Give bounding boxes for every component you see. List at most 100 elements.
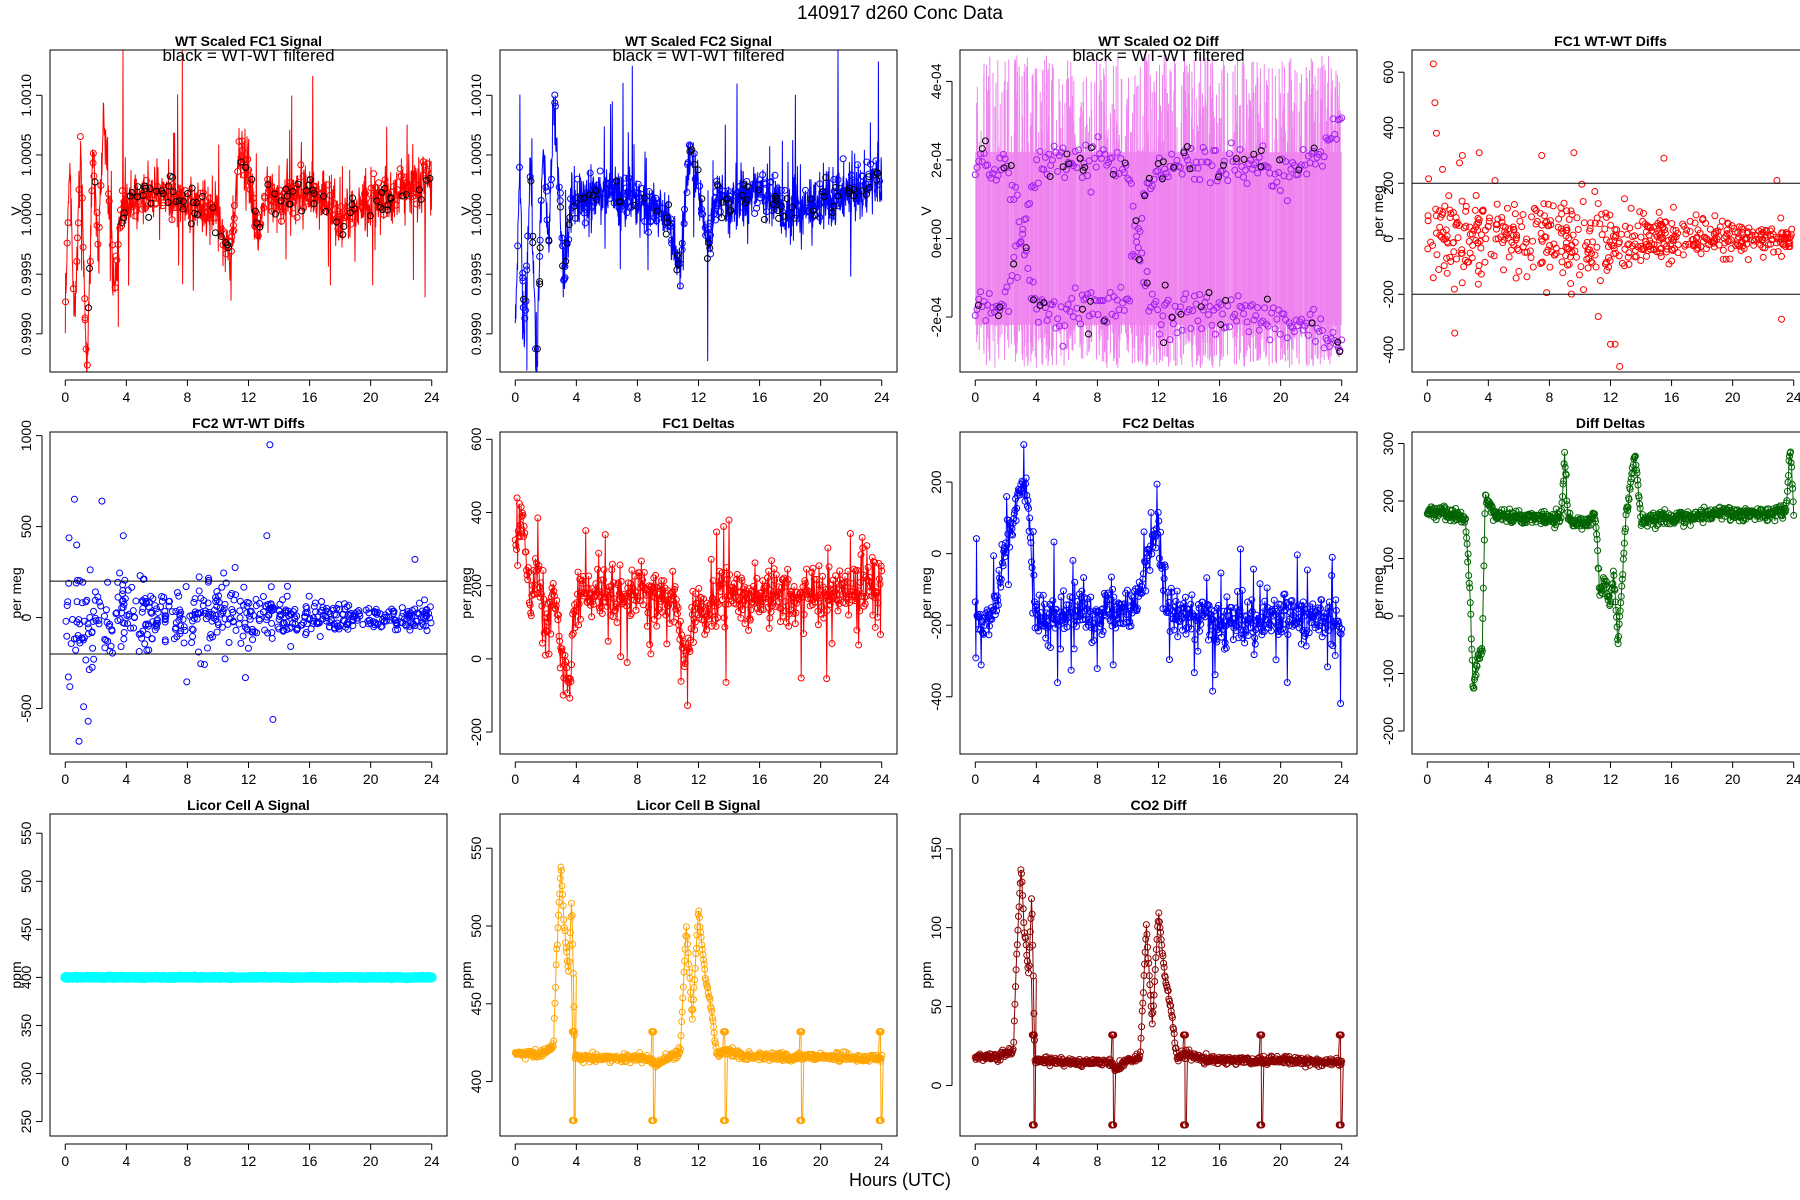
diff-point: [293, 626, 301, 634]
lower-point: [1022, 215, 1030, 223]
filtered-point: [1109, 170, 1117, 178]
diff-point: [1778, 252, 1786, 260]
diff-point: [422, 607, 430, 615]
upper-point: [1264, 163, 1272, 171]
upper-point: [1247, 156, 1255, 164]
outlier-point: [1660, 154, 1668, 162]
series-point: [994, 601, 1002, 609]
diff-point: [1672, 233, 1680, 241]
diff-point: [1460, 263, 1468, 271]
filtered-point: [1159, 158, 1167, 166]
series-point: [1248, 596, 1256, 604]
upper-point: [1064, 301, 1072, 309]
outlier-point: [1570, 149, 1578, 157]
lower-point: [1325, 343, 1333, 351]
diff-point: [1724, 220, 1732, 228]
signal-point: [358, 202, 366, 210]
panel-title: FC1 WT-WT Diffs: [1554, 33, 1667, 49]
diff-point: [427, 619, 435, 627]
filtered-point: [169, 188, 177, 196]
series-point: [1063, 623, 1071, 631]
upper-point: [1115, 306, 1123, 314]
filtered-point: [698, 195, 706, 203]
diff-point: [298, 621, 306, 629]
diff-point: [216, 604, 224, 612]
series-point: [541, 651, 549, 659]
filtered-point: [211, 229, 219, 237]
series-point: [1057, 645, 1065, 653]
signal-point: [175, 204, 183, 212]
lower-point: [1310, 305, 1318, 313]
signal-point: [838, 188, 846, 196]
series-point: [1126, 618, 1134, 626]
series-point: [555, 632, 563, 640]
diff-point: [138, 634, 146, 642]
filtered-point: [791, 214, 799, 222]
diff-point: [345, 601, 353, 609]
signal-point: [604, 189, 612, 197]
upper-point: [1043, 316, 1051, 324]
diff-point: [117, 643, 125, 651]
signal-point: [300, 204, 308, 212]
series-point: [1465, 571, 1473, 579]
signal-point: [367, 184, 375, 192]
series-point: [1223, 593, 1231, 601]
filtered-point: [298, 207, 306, 215]
series-point: [1165, 598, 1173, 606]
filtered-point: [738, 191, 746, 199]
series-point: [520, 532, 528, 540]
series-point: [1042, 634, 1050, 642]
diff-point: [1425, 175, 1433, 183]
series-point: [1288, 596, 1296, 604]
upper-point: [1062, 305, 1070, 313]
diff-point: [1566, 253, 1574, 261]
diff-point: [1642, 238, 1650, 246]
filtered-point: [1158, 175, 1166, 183]
signal-point: [684, 161, 692, 169]
series-point: [1479, 584, 1487, 592]
diff-point: [120, 635, 128, 643]
series-point: [850, 565, 858, 573]
diff-point: [252, 595, 260, 603]
signal-point: [113, 256, 121, 264]
diff-point: [1507, 246, 1515, 254]
diff-point: [1473, 220, 1481, 228]
diff-point: [349, 622, 357, 630]
diff-point: [194, 648, 202, 656]
diff-point: [114, 593, 122, 601]
series-point: [1432, 516, 1440, 524]
filtered-point: [1087, 297, 1095, 305]
series-point: [763, 574, 771, 582]
series-point: [576, 615, 584, 623]
signal-point: [778, 194, 786, 202]
series-point: [1215, 601, 1223, 609]
x-tick-label: 0: [971, 389, 979, 405]
series-point: [1026, 534, 1034, 542]
signal-point: [551, 102, 559, 110]
series-point: [1236, 606, 1244, 614]
signal-point: [82, 345, 90, 353]
series-point: [1336, 629, 1344, 637]
diff-point: [1543, 289, 1551, 297]
series-point: [747, 606, 755, 614]
diff-point: [91, 588, 99, 596]
series-point: [1620, 549, 1628, 557]
series-point: [1151, 533, 1159, 541]
x-tick-label: 20: [363, 389, 379, 405]
diff-point: [119, 586, 127, 594]
lower-point: [1010, 253, 1018, 261]
filtered-point: [771, 192, 779, 200]
diff-point: [1624, 253, 1632, 261]
series-point: [1026, 514, 1034, 522]
upper-point: [1227, 139, 1235, 147]
signal-point: [218, 226, 226, 234]
diff-point: [138, 608, 146, 616]
diff-point: [188, 611, 196, 619]
series-point: [1019, 487, 1027, 495]
diff-point: [377, 623, 385, 631]
filtered-point: [175, 197, 183, 205]
signal-point: [413, 200, 421, 208]
lower-point: [1208, 321, 1216, 329]
series-point: [1480, 536, 1488, 544]
signal-point: [847, 171, 855, 179]
